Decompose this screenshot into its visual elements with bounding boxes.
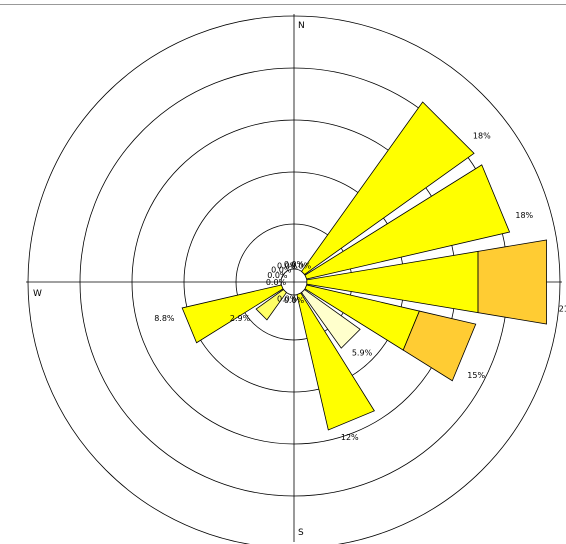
- sector-label: 12%: [341, 433, 359, 442]
- sector-label: 21%: [559, 304, 566, 313]
- direction-label-south: S: [298, 528, 304, 538]
- sector-bar: [402, 310, 477, 382]
- sector-bar: [304, 164, 511, 280]
- sector-label: 18%: [473, 131, 491, 140]
- sector-bar: [477, 239, 547, 325]
- sector-bar: [296, 292, 375, 431]
- sector-label: 2.9%: [230, 314, 251, 323]
- sector-label: 0.0%: [277, 261, 298, 270]
- sector-label: 18%: [515, 211, 533, 220]
- sector-labels: 0.0%0.0%18%18%21%15%5.9%12%0.0%0.0%2.9%8…: [154, 131, 566, 442]
- sector-label: 15%: [467, 371, 485, 380]
- sector-label: 5.9%: [352, 349, 373, 358]
- sector-label: 0.0%: [277, 295, 298, 304]
- sector-label: 0.0%: [284, 260, 305, 269]
- sector-label: 8.8%: [154, 314, 175, 323]
- sector-label: 0.0%: [266, 278, 287, 287]
- sector-bar: [301, 101, 475, 275]
- direction-label-west: W: [33, 289, 42, 299]
- sector-label: 0.0%: [271, 265, 292, 274]
- sector-bar: [255, 289, 287, 321]
- sector-bar: [301, 289, 361, 349]
- sector-label: 0.0%: [267, 271, 288, 280]
- sector-bar: [181, 284, 284, 344]
- sector-label: 0.0%: [291, 261, 312, 270]
- sector-bars: [181, 101, 547, 431]
- sector-label: 0.0%: [284, 296, 305, 305]
- direction-label-north: N: [298, 21, 305, 31]
